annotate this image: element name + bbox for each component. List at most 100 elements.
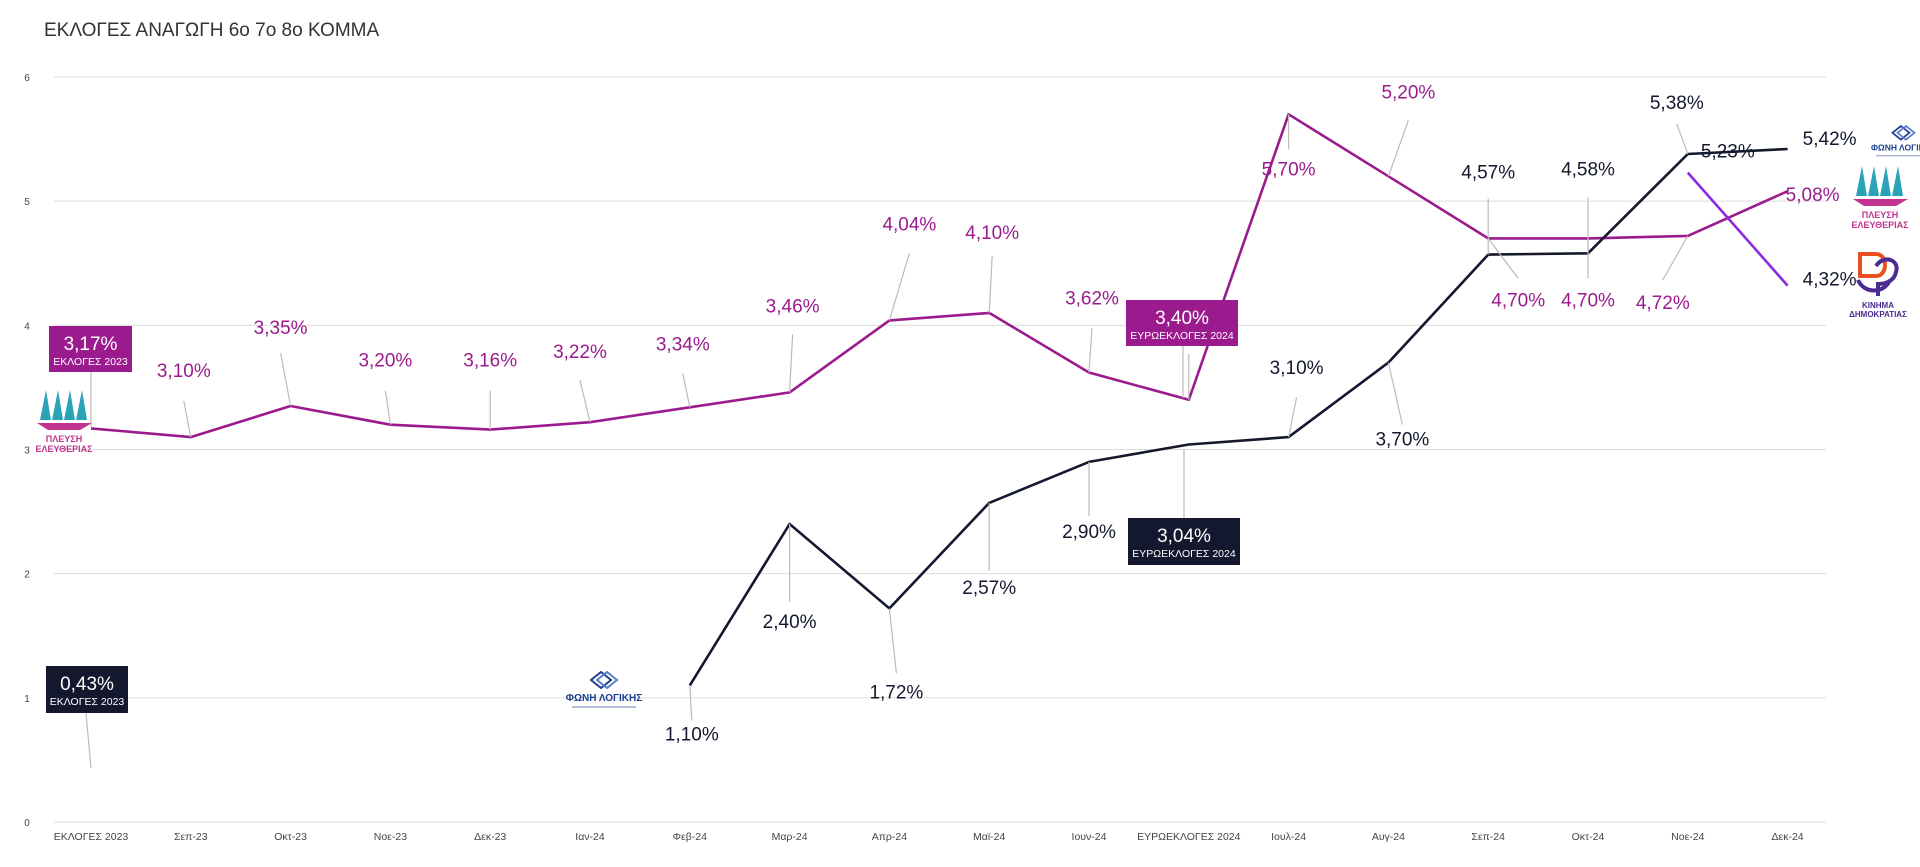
- x-tick-label: Μαϊ-24: [973, 831, 1005, 843]
- callout-value: 3,17%: [64, 334, 118, 355]
- sail-icon: [1880, 166, 1891, 196]
- y-tick-label: 1: [24, 694, 30, 705]
- series-line-0: [90, 113, 1789, 439]
- sail-icon: [76, 390, 87, 420]
- x-tick-label: ΕΚΛΟΓΕΣ 2023: [54, 831, 129, 843]
- data-label: 5,08%: [1786, 185, 1840, 206]
- data-label: 3,16%: [463, 351, 517, 372]
- x-tick-label: Σεπ-24: [1471, 831, 1505, 843]
- kinima-mark-icon: [1874, 257, 1899, 296]
- leader-line: [579, 380, 591, 423]
- chart-title: ΕΚΛΟΓΕΣ ΑΝΑΓΩΓΗ 6ο 7ο 8ο ΚΟΜΜΑ: [44, 20, 380, 41]
- x-tick-label: Ιαν-24: [575, 831, 605, 843]
- data-label: 3,62%: [1065, 289, 1119, 310]
- data-label: 4,72%: [1636, 293, 1690, 314]
- data-label: 5,70%: [1262, 159, 1316, 180]
- callout-value: 3,40%: [1155, 308, 1209, 329]
- x-tick-label: Δεκ-24: [1772, 831, 1804, 843]
- leader-line: [1088, 328, 1093, 373]
- data-label: 3,20%: [358, 351, 412, 372]
- plefsi-logo-line1: ΠΛΕΥΣΗ: [46, 434, 82, 444]
- diamond-icon: [1896, 124, 1916, 141]
- data-label: 4,04%: [882, 214, 936, 235]
- data-label: 4,32%: [1803, 270, 1857, 291]
- foni-logo-text: ΦΩΝΗ ΛΟΓΙΚΗΣ: [1871, 143, 1920, 153]
- data-label: 5,23%: [1701, 142, 1755, 163]
- leader-line: [682, 373, 691, 408]
- leader-line: [384, 390, 391, 425]
- data-label: 4,10%: [965, 223, 1019, 244]
- x-tick-label: ΕΥΡΩΕΚΛΟΓΕΣ 2024: [1137, 831, 1241, 843]
- leader-line: [789, 334, 794, 393]
- foni-logo: ΦΩΝΗ ΛΟΓΙΚΗΣ: [1871, 124, 1920, 157]
- leader-line: [888, 253, 910, 321]
- callout-box: [1126, 300, 1238, 346]
- leader-line: [888, 608, 897, 674]
- kinima-logo-line2: ΔΗΜΟΚΡΑΤΙΑΣ: [1849, 310, 1907, 319]
- data-label: 3,35%: [254, 318, 308, 339]
- y-tick-label: 6: [24, 73, 30, 84]
- data-label: 4,70%: [1561, 290, 1615, 311]
- x-tick-label: Αυγ-24: [1372, 831, 1405, 843]
- sail-icon: [40, 390, 51, 420]
- callout-value: 0,43%: [60, 674, 114, 695]
- diamond-icon: [589, 670, 613, 690]
- leader-line: [1676, 123, 1689, 155]
- x-tick-label: Μαρ-24: [772, 831, 808, 843]
- x-tick-label: Δεκ-23: [474, 831, 506, 843]
- leader-line: [1387, 362, 1403, 425]
- leader-line: [183, 400, 192, 438]
- data-label: 4,70%: [1491, 290, 1545, 311]
- leader-line: [280, 352, 292, 407]
- x-tick-label: Οκτ-23: [274, 831, 307, 843]
- data-label: 1,72%: [869, 682, 923, 703]
- x-tick-label: Φεβ-24: [673, 831, 707, 843]
- callout-box: [49, 326, 132, 372]
- data-label: 3,70%: [1375, 430, 1429, 451]
- leader-line: [1288, 396, 1298, 438]
- leader-line: [1487, 238, 1519, 279]
- data-label: 1,10%: [665, 724, 719, 745]
- leader-line: [1662, 235, 1689, 281]
- x-tick-label: Νοε-23: [374, 831, 407, 843]
- callout-caption: ΕΥΡΩΕΚΛΟΓΕΣ 2024: [1130, 330, 1234, 342]
- x-tick-label: Ιουλ-24: [1271, 831, 1306, 843]
- boat-hull-icon: [37, 423, 92, 430]
- callout-caption: ΕΚΛΟΓΕΣ 2023: [50, 696, 125, 708]
- x-tick-label: Ιουν-24: [1072, 831, 1107, 843]
- x-tick-label: Απρ-24: [872, 831, 908, 843]
- y-tick-label: 5: [24, 197, 30, 208]
- leader-line: [988, 255, 993, 313]
- data-label: 4,57%: [1461, 163, 1515, 184]
- plefsi-logo-line1: ΠΛΕΥΣΗ: [1862, 210, 1898, 220]
- plefsi-logo-line2: ΕΛΕΥΘΕΡΙΑΣ: [1851, 220, 1909, 230]
- y-tick-label: 2: [24, 570, 30, 581]
- data-label: 5,38%: [1650, 93, 1704, 114]
- data-label: 3,34%: [656, 334, 710, 355]
- callout-box: [46, 666, 128, 713]
- callout-caption: ΕΚΛΟΓΕΣ 2023: [53, 356, 128, 368]
- sail-icon: [52, 390, 63, 420]
- sail-icon: [1856, 166, 1867, 196]
- x-tick-label: Νοε-24: [1671, 831, 1704, 843]
- sail-icon: [64, 390, 75, 420]
- data-label: 2,90%: [1062, 522, 1116, 543]
- callout-caption: ΕΥΡΩΕΚΛΟΓΕΣ 2024: [1132, 548, 1236, 560]
- series-line-2: [1686, 171, 1789, 287]
- diamond-icon: [595, 670, 619, 690]
- plefsi-logo-line2: ΕΛΕΥΘΕΡΙΑΣ: [35, 444, 93, 454]
- data-label: 3,10%: [157, 361, 211, 382]
- data-label: 3,22%: [553, 342, 607, 363]
- leader-line: [689, 685, 693, 721]
- callout-value: 3,04%: [1157, 526, 1211, 547]
- foni-logo-text: ΦΩΝΗ ΛΟΓΙΚΗΣ: [566, 693, 643, 704]
- sail-icon: [1868, 166, 1879, 196]
- series-line-1: [688, 147, 1788, 687]
- data-label: 3,10%: [1270, 358, 1324, 379]
- boat-hull-icon: [1853, 199, 1908, 206]
- foni-logo: ΦΩΝΗ ΛΟΓΙΚΗΣ: [566, 670, 643, 708]
- data-label: 2,40%: [763, 612, 817, 633]
